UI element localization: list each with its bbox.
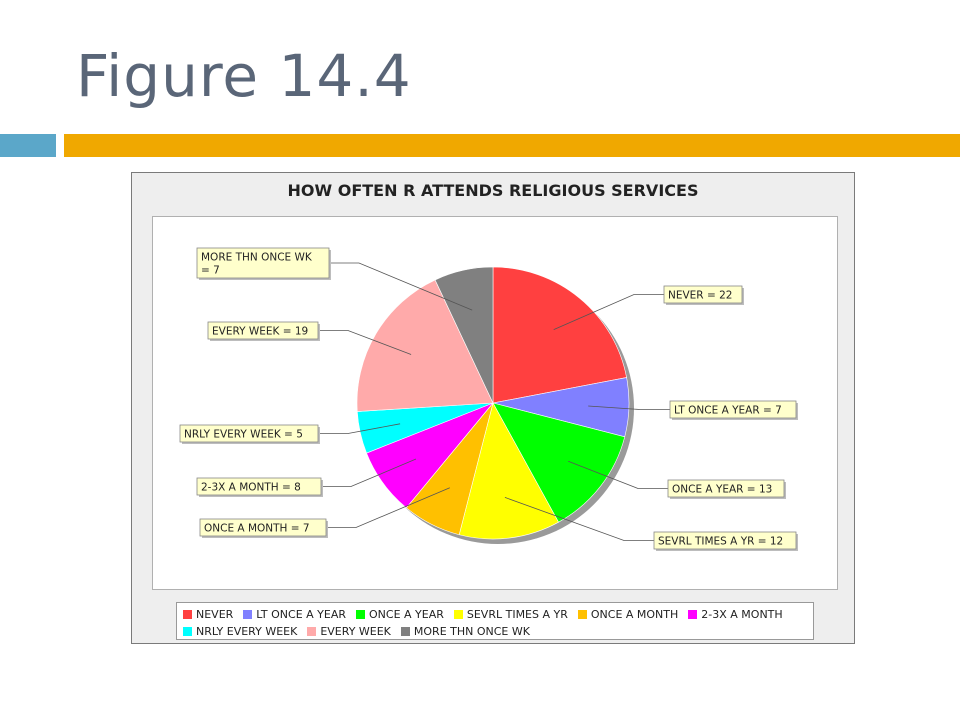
- legend-label: MORE THN ONCE WK: [413, 624, 530, 638]
- slice-label-never: NEVER = 22: [663, 285, 744, 305]
- legend-swatch: [453, 609, 463, 619]
- legend-swatch: [688, 609, 698, 619]
- pie-slice-every-week: [356, 279, 494, 412]
- slice-label-text: ONCE A MONTH = 7: [204, 523, 310, 535]
- leader-line-never: [553, 294, 664, 330]
- slice-label-text: MORE THN ONCE WK = 7: [201, 252, 313, 277]
- legend-swatch: [577, 609, 587, 619]
- slice-label-box: [199, 518, 327, 537]
- legend-swatch: [183, 609, 192, 619]
- leader-line-sevrl-times-a-yr: [504, 497, 654, 541]
- leader-line-nrly-every-week: [318, 423, 401, 434]
- pie-slice-never: [492, 266, 627, 404]
- legend-item-lt-once-a-year: LT ONCE A YEAR: [243, 606, 346, 622]
- slice-label-box: [663, 285, 743, 304]
- slice-label-lt-once-a-year: LT ONCE A YEAR = 7: [669, 400, 798, 420]
- slice-label-text: SEVRL TIMES A YR = 12: [658, 536, 783, 548]
- leader-line-once-a-year: [568, 460, 668, 489]
- accent-bar-blue: [0, 134, 56, 157]
- legend-label: LT ONCE A YEAR: [256, 607, 346, 621]
- slice-label-text: NEVER = 22: [668, 290, 732, 302]
- legend-swatch: [356, 609, 365, 619]
- slice-label-box: [207, 321, 319, 340]
- legend-item-every-week: EVERY WEEK: [307, 623, 391, 639]
- leader-line-once-a-month: [326, 487, 450, 528]
- legend-label: SEVRL TIMES A YR: [466, 607, 568, 621]
- slice-label-box: [179, 424, 319, 443]
- legend-label: 2-3X A MONTH: [701, 607, 783, 621]
- accent-bar-gold: [64, 134, 960, 157]
- slice-label-sevrl-times-a-yr: SEVRL TIMES A YR = 12: [653, 531, 798, 551]
- slice-label-every-week: EVERY WEEK = 19: [207, 321, 320, 341]
- legend-swatch: [400, 626, 410, 636]
- slice-label-box: [196, 247, 330, 279]
- legend-label: NEVER: [196, 607, 234, 621]
- slice-label-box: [196, 477, 322, 496]
- leader-line-2-3x-a-month: [321, 458, 417, 487]
- legend-swatch: [183, 626, 192, 636]
- leader-line-every-week: [318, 330, 412, 355]
- legend-label: ONCE A MONTH: [590, 607, 679, 621]
- slice-label-once-a-year: ONCE A YEAR = 13: [667, 479, 786, 499]
- slice-label-box: [669, 400, 797, 419]
- legend-item-more-thn-once-wk: MORE THN ONCE WK: [400, 623, 530, 639]
- slice-label-nrly-every-week: NRLY EVERY WEEK = 5: [179, 424, 320, 444]
- legend-label: ONCE A YEAR: [369, 607, 444, 621]
- slice-label-text: NRLY EVERY WEEK = 5: [184, 429, 303, 441]
- chart-legend: NEVER LT ONCE A YEAR ONCE A YEAR SEVRL TIME…: [176, 602, 814, 640]
- legend-swatch: [243, 609, 253, 619]
- leader-line-more-thn-once-wk: [329, 262, 473, 311]
- slice-label-text: 2-3X A MONTH = 8: [201, 482, 301, 494]
- legend-label: NRLY EVERY WEEK: [196, 624, 298, 638]
- slice-label-text: ONCE A YEAR = 13: [672, 484, 772, 496]
- chart-title: HOW OFTEN R ATTENDS RELIGIOUS SERVICES: [287, 181, 699, 200]
- slice-label-more-thn-once-wk: MORE THN ONCE WK = 7: [196, 247, 331, 280]
- legend-item-once-a-year: ONCE A YEAR: [356, 606, 444, 622]
- legend-item-sevrl-times-a-yr: SEVRL TIMES A YR: [453, 606, 568, 622]
- slice-label-text: LT ONCE A YEAR = 7: [674, 405, 782, 417]
- legend-item-never: NEVER: [183, 606, 233, 622]
- legend-label: EVERY WEEK: [320, 624, 391, 638]
- legend-swatch: [307, 626, 317, 636]
- slice-label-text: EVERY WEEK = 19: [212, 326, 308, 338]
- legend-item-2-3x-a-month: 2-3X A MONTH: [688, 606, 783, 622]
- leader-line-lt-once-a-year: [588, 405, 670, 410]
- slide-title: Figure 14.4: [76, 42, 412, 110]
- legend-item-once-a-month: ONCE A MONTH: [577, 606, 679, 622]
- slice-label-box: [653, 531, 797, 550]
- slice-label-box: [667, 479, 785, 498]
- slice-label-once-a-month: ONCE A MONTH = 7: [199, 518, 328, 538]
- pie-slice-sevrl-times-a-yr: [458, 402, 559, 540]
- slice-label-2-3x-a-month: 2-3X A MONTH = 8: [196, 477, 323, 497]
- legend-item-nrly-every-week: NRLY EVERY WEEK: [183, 623, 297, 639]
